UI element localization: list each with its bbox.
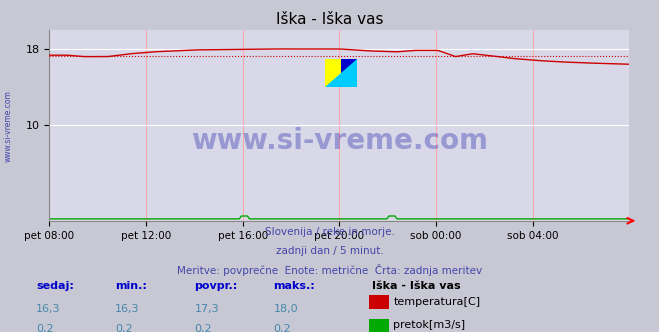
Text: 0,2: 0,2: [194, 324, 212, 332]
Text: Meritve: povprečne  Enote: metrične  Črta: zadnja meritev: Meritve: povprečne Enote: metrične Črta:…: [177, 264, 482, 276]
Text: www.si-vreme.com: www.si-vreme.com: [4, 90, 13, 162]
Text: zadnji dan / 5 minut.: zadnji dan / 5 minut.: [275, 246, 384, 256]
Bar: [341, 58, 357, 87]
Polygon shape: [325, 58, 357, 87]
Text: maks.:: maks.:: [273, 281, 315, 290]
Text: sedaj:: sedaj:: [36, 281, 74, 290]
Text: Iška - Iška vas: Iška - Iška vas: [275, 12, 384, 27]
Text: povpr.:: povpr.:: [194, 281, 238, 290]
Text: Slovenija / reke in morje.: Slovenija / reke in morje.: [264, 227, 395, 237]
Text: temperatura[C]: temperatura[C]: [393, 297, 480, 307]
Text: 18,0: 18,0: [273, 304, 298, 314]
Text: www.si-vreme.com: www.si-vreme.com: [191, 126, 488, 155]
Text: 0,2: 0,2: [273, 324, 291, 332]
Text: min.:: min.:: [115, 281, 147, 290]
Text: 16,3: 16,3: [36, 304, 61, 314]
Text: 0,2: 0,2: [115, 324, 133, 332]
Text: pretok[m3/s]: pretok[m3/s]: [393, 320, 465, 330]
Text: 0,2: 0,2: [36, 324, 54, 332]
Bar: [325, 58, 341, 87]
Text: 17,3: 17,3: [194, 304, 219, 314]
Text: Iška - Iška vas: Iška - Iška vas: [372, 281, 461, 290]
Text: 16,3: 16,3: [115, 304, 140, 314]
